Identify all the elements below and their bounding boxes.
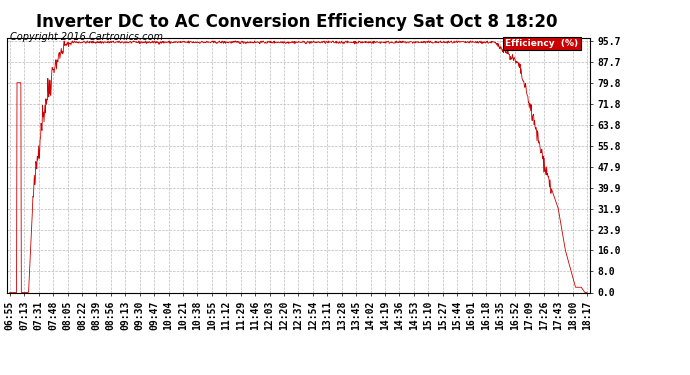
Text: Copyright 2016 Cartronics.com: Copyright 2016 Cartronics.com <box>10 32 164 42</box>
Text: Inverter DC to AC Conversion Efficiency Sat Oct 8 18:20: Inverter DC to AC Conversion Efficiency … <box>36 13 558 31</box>
Text: Efficiency  (%): Efficiency (%) <box>505 39 578 48</box>
